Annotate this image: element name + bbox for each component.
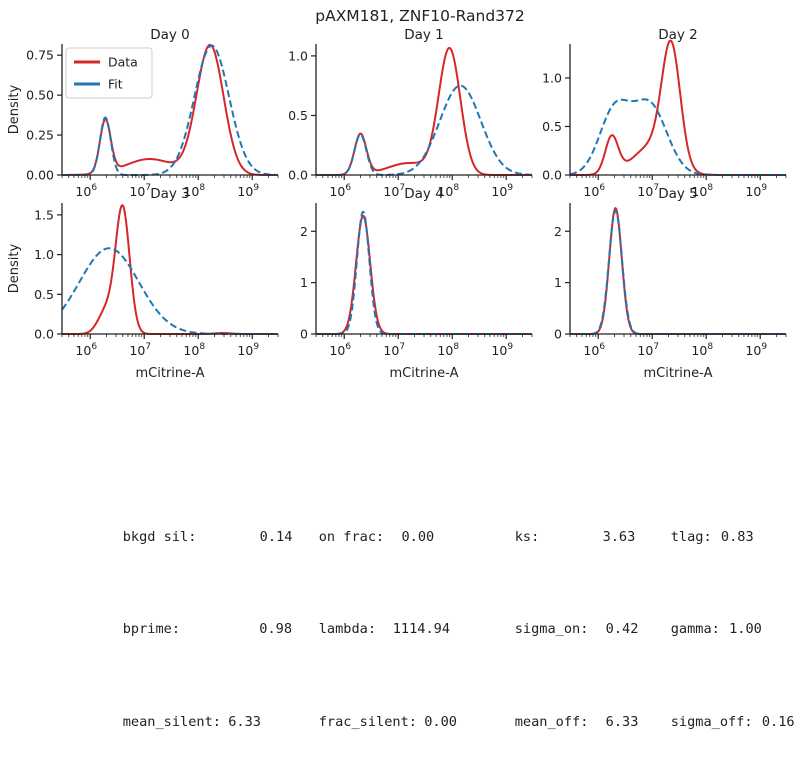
x-tick-label: 108 <box>691 183 713 199</box>
legend: Data Fit <box>65 47 153 99</box>
panel-day-2: 0.0 0.5 1.0 106 107 108 109 Day 2 <box>542 27 787 199</box>
y-tick-label: 0.0 <box>34 327 54 342</box>
stat-gamma: gamma: 1.00 <box>670 621 762 637</box>
series-line-fit <box>62 44 279 176</box>
y-tick-label: 0 <box>300 327 308 342</box>
series-line-data <box>62 204 278 335</box>
legend-label-data: Data <box>108 55 138 70</box>
x-tick-label: 106 <box>329 342 351 358</box>
panel-title: Day 4 <box>404 186 444 202</box>
series-line-fit <box>316 84 533 176</box>
panel-title: Day 3 <box>150 186 190 202</box>
stat-tlag: tlag: 0.83 <box>670 528 754 545</box>
x-tick-label: 106 <box>583 342 605 358</box>
x-tick-label: 107 <box>129 183 151 199</box>
x-tick-label: 106 <box>75 183 97 199</box>
panel-day-5: 0 1 2 106 107 108 109 Day 5 mCitrine-A <box>554 186 787 381</box>
stats-row: bkgd sil: 0.14 on frac: 0.00 ks: 3.63 tlag: 0.8… <box>90 509 795 565</box>
panel-title: Day 1 <box>404 27 444 43</box>
stats-row: bprime: 0.98 lambda: 1114.94 sigma_on: 0.42 ga… <box>90 602 795 658</box>
x-tick-label: 109 <box>491 342 513 358</box>
y-tick-label: 0.5 <box>542 119 562 134</box>
x-tick-label: 106 <box>583 183 605 199</box>
panel-title: Day 2 <box>658 27 698 43</box>
x-axis-label: mCitrine-A <box>390 366 459 381</box>
stat-frac-silent: frac_silent: 0.00 <box>318 713 457 730</box>
x-tick-label: 106 <box>75 342 97 358</box>
panel-day-3: 0.0 0.5 1.0 1.5 106 107 108 109 Day 3 Density mCit… <box>7 186 279 381</box>
y-tick-label: 1 <box>554 275 562 290</box>
y-tick-label: 0.5 <box>34 287 54 302</box>
x-tick-label: 106 <box>329 183 351 199</box>
panel-title: Day 0 <box>150 27 190 43</box>
series-line-data <box>316 214 532 335</box>
x-tick-label: 107 <box>637 342 659 358</box>
fit-statistics: bkgd sil: 0.14 on frac: 0.00 ks: 3.63 tlag: 0.8… <box>90 472 795 768</box>
x-tick-label: 108 <box>183 183 205 199</box>
stat-sigma-off: sigma_off: 0.16 <box>670 713 795 730</box>
y-tick-label: 1.0 <box>542 70 562 85</box>
x-tick-label: 108 <box>691 342 713 358</box>
x-tick-label: 109 <box>745 183 767 199</box>
legend-label-fit: Fit <box>108 77 123 92</box>
stat-mean-silent: mean_silent: 6.33 <box>122 713 261 730</box>
y-tick-label: 0.25 <box>26 128 54 143</box>
figure-title: pAXM181, ZNF10-Rand372 <box>315 7 525 25</box>
stat-sigma-on: sigma_on: 0.42 <box>514 621 639 637</box>
y-tick-label: 1.0 <box>34 247 54 262</box>
y-tick-label: 1 <box>300 275 308 290</box>
y-tick-label: 0.0 <box>288 168 308 183</box>
x-tick-label: 109 <box>491 183 513 199</box>
series-line-data <box>61 43 278 176</box>
y-tick-label: 0.00 <box>26 168 54 183</box>
stat-mean-off: mean_off: 6.33 <box>514 713 639 730</box>
stats-row: mean_silent: 6.33 frac_silent: 0.00 mean_off… <box>90 694 795 750</box>
y-tick-label: 2 <box>300 224 308 239</box>
stat-lambda: lambda: 1114.94 <box>318 621 451 637</box>
x-axis-label: mCitrine-A <box>644 366 713 381</box>
x-tick-label: 107 <box>383 342 405 358</box>
panel-day-1: 0.0 0.5 1.0 106 107 108 109 Day 1 <box>288 27 533 199</box>
series-line-fit <box>61 247 278 335</box>
stat-bkgd-sil: bkgd sil: 0.14 <box>122 528 293 545</box>
x-tick-label: 108 <box>437 183 459 199</box>
x-tick-label: 108 <box>437 342 459 358</box>
x-tick-label: 108 <box>183 342 205 358</box>
stat-on-frac: on frac: 0.00 <box>318 528 435 545</box>
stat-bprime: bprime: 0.98 <box>122 621 293 637</box>
panel-title: Day 5 <box>658 186 698 202</box>
y-axis-label: Density <box>7 84 22 134</box>
y-tick-label: 0.75 <box>26 48 54 63</box>
y-axis-label: Density <box>7 243 22 293</box>
y-tick-label: 0.5 <box>288 108 308 123</box>
x-tick-label: 107 <box>637 183 659 199</box>
y-tick-label: 0.50 <box>26 88 54 103</box>
figure: pAXM181, ZNF10-Rand372 0.000.250.500.751… <box>7 7 787 381</box>
y-tick-label: 0.0 <box>542 168 562 183</box>
y-tick-label: 1.5 <box>34 207 54 222</box>
x-tick-label: 109 <box>745 342 767 358</box>
y-tick-label: 2 <box>554 224 562 239</box>
series-line-fit <box>570 209 786 335</box>
x-tick-label: 107 <box>383 183 405 199</box>
x-axis-label: mCitrine-A <box>136 366 205 381</box>
series-line-fit <box>316 210 532 335</box>
series-line-data <box>570 39 786 176</box>
stat-ks: ks: 3.63 <box>514 528 636 545</box>
x-tick-label: 107 <box>129 342 151 358</box>
x-tick-label: 109 <box>237 342 259 358</box>
y-tick-label: 1.0 <box>288 48 308 63</box>
panel-day-0: 0.00 0.25 0.50 0.75 106 107 108 109 Day 0 Density… <box>7 27 279 199</box>
x-tick-label: 109 <box>237 183 259 199</box>
panel-day-4: 0 1 2 106 107 108 109 Day 4 mCitrine-A <box>300 186 533 381</box>
y-tick-label: 0 <box>554 327 562 342</box>
